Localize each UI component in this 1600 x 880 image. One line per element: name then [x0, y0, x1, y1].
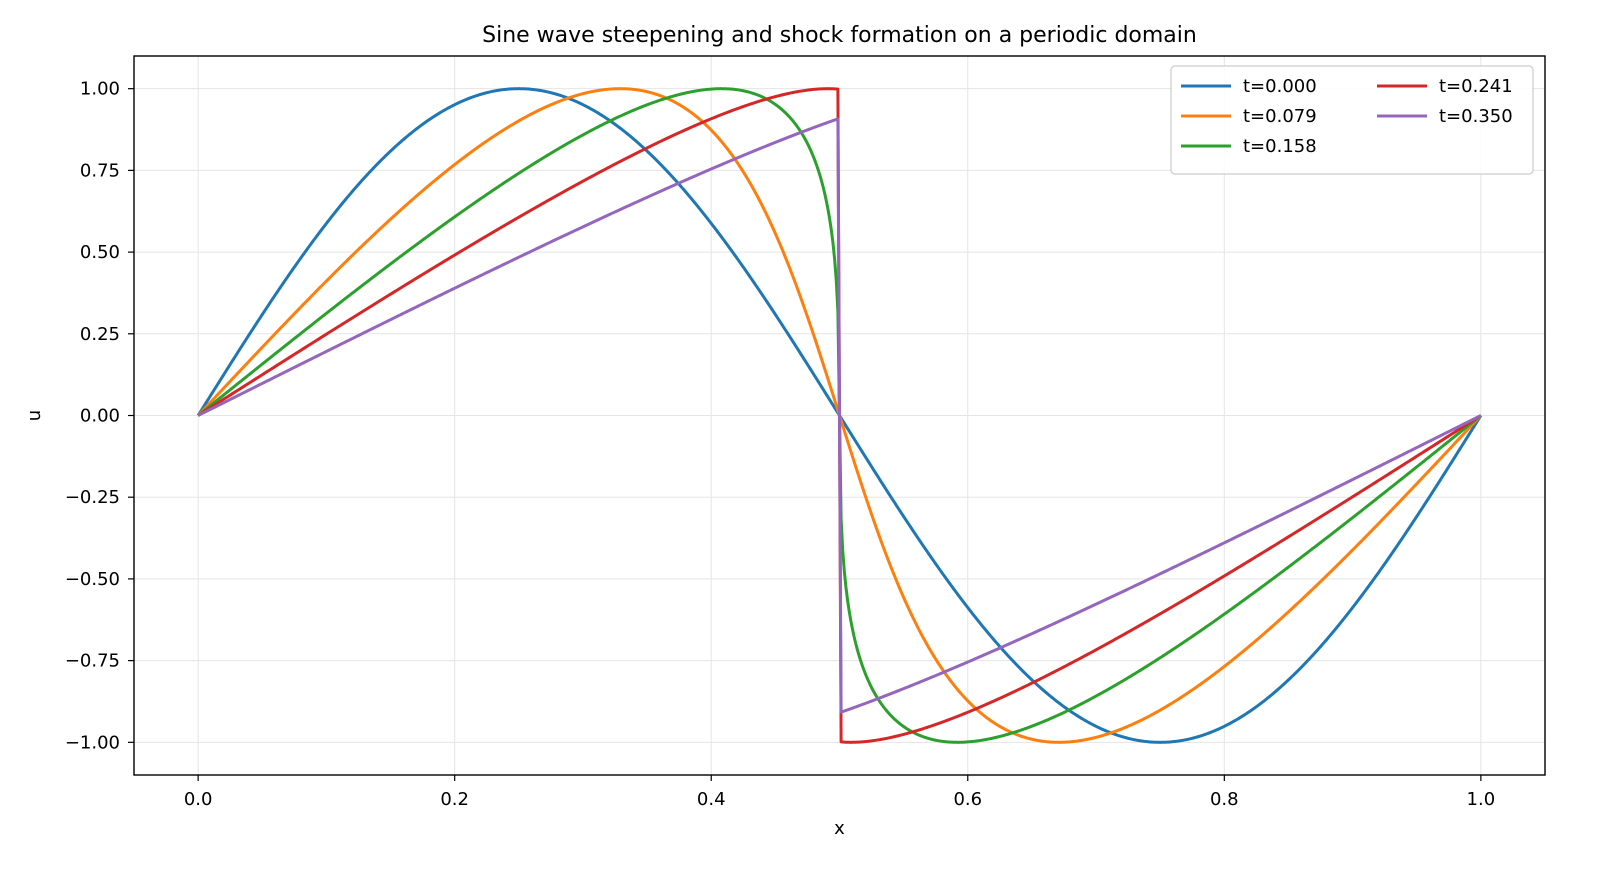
- y-tick-label: −1.00: [65, 732, 120, 753]
- x-tick-label: 0.6: [953, 789, 982, 810]
- y-tick-label: 0.75: [80, 160, 120, 181]
- legend-box: [1170, 65, 1534, 175]
- legend-label: t=0.158: [1243, 136, 1317, 157]
- y-tick-label: 0.50: [80, 242, 120, 263]
- x-axis-label: x: [834, 818, 845, 839]
- y-tick-label: −0.75: [65, 651, 120, 672]
- series-line-t=0.350: [197, 117, 1482, 714]
- legend-label: t=0.241: [1439, 76, 1513, 97]
- legend-label: t=0.079: [1243, 106, 1317, 127]
- y-axis-label: u: [24, 410, 45, 421]
- x-tick-label: 0.2: [440, 789, 469, 810]
- legend: t=0.000 t=0.079 t=0.158 t=0.241 t=0.350: [1170, 65, 1534, 175]
- legend-label: t=0.350: [1439, 106, 1513, 127]
- legend-label: t=0.000: [1243, 76, 1317, 97]
- x-tick-label: 1.0: [1467, 789, 1496, 810]
- x-tick-label: 0.0: [184, 789, 213, 810]
- x-tick-label: 0.4: [697, 789, 726, 810]
- y-tick-label: 1.00: [80, 79, 120, 100]
- y-tick-label: 0.25: [80, 324, 120, 345]
- tick-layer: 0.0 0.2 0.4 0.6 0.8 1.0 1.00 0.75 0.50 0.25 0.00 −0…: [65, 79, 1495, 810]
- series-layer: [196, 87, 1483, 744]
- y-tick-label: −0.25: [65, 487, 120, 508]
- y-tick-label: 0.00: [80, 406, 120, 427]
- x-tick-label: 0.8: [1210, 789, 1239, 810]
- chart-title: Sine wave steepening and shock formation…: [482, 23, 1197, 48]
- y-tick-label: −0.50: [65, 569, 120, 590]
